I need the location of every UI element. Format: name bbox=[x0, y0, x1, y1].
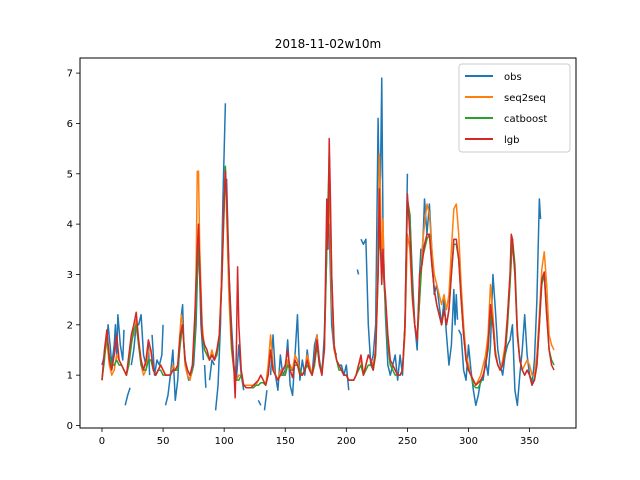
legend-label-lgb: lgb bbox=[504, 135, 519, 146]
legend: obs seq2seq catboost lgb bbox=[458, 63, 571, 153]
y-tick-label: 3 bbox=[67, 270, 73, 281]
y-tick-label: 1 bbox=[67, 371, 73, 382]
series-line-obs bbox=[203, 365, 207, 388]
series-line-obs bbox=[257, 399, 262, 406]
x-tick-label: 200 bbox=[337, 436, 356, 447]
y-axis: 0 1 2 3 4 5 6 7 bbox=[67, 69, 80, 432]
series-line-obs bbox=[208, 359, 216, 381]
axes-frame bbox=[79, 57, 577, 429]
x-tick-label: 350 bbox=[520, 436, 539, 447]
legend-label-catboost: catboost bbox=[504, 114, 547, 125]
series-line-obs bbox=[356, 269, 360, 275]
legend-label-seq2seq: seq2seq bbox=[504, 93, 546, 104]
series-lgb bbox=[101, 137, 555, 399]
x-tick-label: 0 bbox=[99, 436, 105, 447]
chart-title: 2018-11-02w10m bbox=[275, 37, 382, 51]
series-line-obs bbox=[151, 324, 164, 376]
plot-area: 0 50 100 150 200 250 300 350 0 1 2 3 4 5 6 7 bbox=[67, 57, 577, 447]
legend-label-obs: obs bbox=[504, 72, 522, 83]
series-line-lgb bbox=[101, 137, 555, 399]
x-tick-label: 250 bbox=[398, 436, 417, 447]
y-tick-label: 6 bbox=[67, 119, 73, 130]
y-tick-label: 4 bbox=[67, 220, 73, 231]
x-tick-label: 300 bbox=[459, 436, 478, 447]
y-tick-label: 0 bbox=[67, 421, 73, 432]
series-layer bbox=[101, 77, 555, 411]
y-tick-label: 5 bbox=[67, 169, 73, 180]
y-tick-label: 7 bbox=[67, 69, 73, 80]
y-tick-label: 2 bbox=[67, 320, 73, 331]
x-tick-label: 150 bbox=[276, 436, 295, 447]
x-tick-label: 50 bbox=[157, 436, 170, 447]
legend-box bbox=[458, 63, 571, 153]
series-line-obs bbox=[124, 387, 131, 406]
series-line-obs bbox=[263, 390, 268, 411]
x-tick-label: 100 bbox=[215, 436, 234, 447]
x-axis: 0 50 100 150 200 250 300 350 bbox=[99, 428, 539, 447]
